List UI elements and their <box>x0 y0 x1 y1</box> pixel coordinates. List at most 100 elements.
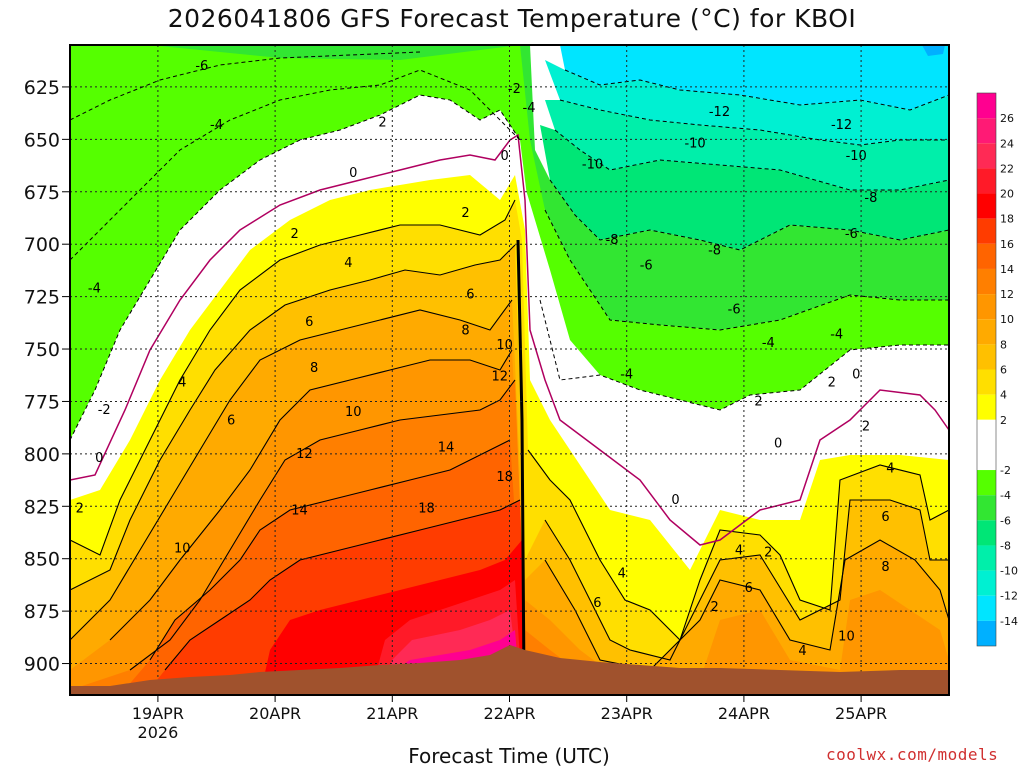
contour-label-12: 6 <box>305 315 313 330</box>
contour-label-44: 0 <box>774 436 782 451</box>
contour-label-22: 8 <box>461 323 469 338</box>
contour-label-10: 2 <box>290 227 298 242</box>
contour-label-39: -6 <box>728 302 741 317</box>
contour-label-25: 18 <box>496 470 513 485</box>
contour-label-14: 10 <box>345 405 362 420</box>
colorbar-label-7: 12 <box>1000 288 1014 301</box>
contour-label-54: 2 <box>764 546 772 561</box>
colorbar-label-13: -2 <box>1000 464 1011 477</box>
contour-label-4: -4 <box>88 281 101 296</box>
contour-label-40: -4 <box>762 336 775 351</box>
colorbar-swatch-4 <box>977 193 996 219</box>
source-credit: coolwx.com/models <box>826 745 999 764</box>
contour-label-21: 6 <box>466 288 474 303</box>
contour-label-32: -10 <box>846 149 867 164</box>
colorbar-swatch-18 <box>977 570 996 596</box>
contour-label-1: -4 <box>210 118 223 133</box>
x-tick-label-0: 19APR <box>132 704 184 723</box>
y-tick-label-750: 750 <box>24 339 60 361</box>
colorbar-label-18: -12 <box>1000 590 1018 603</box>
contour-label-24: 12 <box>491 369 508 384</box>
contour-label-31: -10 <box>684 137 705 152</box>
contour-label-41: -4 <box>830 327 843 342</box>
contour-label-46: 2 <box>828 376 836 391</box>
contour-label-52: 10 <box>838 629 855 644</box>
colorbar-swatch-7 <box>977 268 996 295</box>
contour-label-5: -2 <box>98 403 111 418</box>
field-band-minus4 <box>70 45 949 440</box>
colorbar-swatch-3 <box>977 168 996 194</box>
contour-label-36: -8 <box>708 244 721 259</box>
colorbar-label-6: 14 <box>1000 263 1014 276</box>
contour-label-28: -4 <box>523 101 536 116</box>
contour-label-30: -12 <box>831 118 852 133</box>
colorbar-label-11: 4 <box>1000 389 1007 402</box>
contour-label-47: 0 <box>852 367 860 382</box>
colorbar-swatch-14 <box>977 470 996 496</box>
y-tick-label-825: 825 <box>24 496 60 518</box>
colorbar-swatch-16 <box>977 520 996 546</box>
colorbar-label-5: 16 <box>1000 238 1014 251</box>
contour-label-8: 4 <box>178 376 186 391</box>
colorbar-swatch-1 <box>977 118 996 144</box>
contour-label-49: 4 <box>886 462 894 477</box>
contour-label-43: 2 <box>754 395 762 410</box>
colorbar-swatch-15 <box>977 495 996 521</box>
y-tick-label-900: 900 <box>24 654 60 676</box>
contour-label-15: 12 <box>296 447 313 462</box>
contour-label-55: 4 <box>735 543 743 558</box>
y-tick-label-675: 675 <box>24 182 60 204</box>
contour-label-37: -6 <box>640 258 653 273</box>
colorbar-swatch-9 <box>977 319 996 345</box>
colorbar-swatch-2 <box>977 143 996 169</box>
x-tick-sublabel-0: 2026 <box>138 723 179 742</box>
field-band-minus14 <box>560 45 949 110</box>
contour-label-38: -6 <box>845 227 858 242</box>
contour-label-57: 2 <box>710 600 718 615</box>
colorbar-label-2: 22 <box>1000 162 1014 175</box>
colorbar-swatch-6 <box>977 243 996 269</box>
y-tick-label-775: 775 <box>24 391 60 413</box>
colorbar-swatch-17 <box>977 545 996 571</box>
contour-label-9: 6 <box>227 413 235 428</box>
field-band-minus8 <box>540 125 949 250</box>
y-tick-label-850: 850 <box>24 549 60 571</box>
colorbar-label-17: -10 <box>1000 565 1018 578</box>
colorbar-label-1: 24 <box>1000 137 1014 150</box>
contour-label-16: 14 <box>291 504 308 519</box>
contour-label-26: 0 <box>500 149 508 164</box>
field-band-minus2-to-2 <box>70 95 949 570</box>
field-band-minus16 <box>922 45 945 56</box>
colorbar-swatch-20 <box>977 620 996 646</box>
colorbar-label-0: 26 <box>1000 112 1014 125</box>
colorbar-frame <box>976 92 997 647</box>
contour-label-23: 10 <box>496 338 513 353</box>
contour-label-42: -4 <box>620 367 633 382</box>
contour-label-34: -8 <box>864 191 877 206</box>
contour-label-58: 4 <box>618 566 626 581</box>
y-tick-label-800: 800 <box>24 444 60 466</box>
colorbar-swatch-13 <box>977 419 996 471</box>
contour-label-29: -12 <box>709 105 730 120</box>
contour-label-17: 10 <box>174 541 191 556</box>
contour-label-13: 8 <box>310 361 318 376</box>
field-band-minus6 <box>70 45 949 330</box>
colorbar-swatch-5 <box>977 218 996 244</box>
colorbar-swatch-8 <box>977 294 996 320</box>
dashed-contours <box>70 51 949 441</box>
contour-label-6: 0 <box>95 451 103 466</box>
colorbar-label-12: 2 <box>1000 414 1007 427</box>
colorbar-label-9: 8 <box>1000 338 1007 351</box>
contour-label-56: 6 <box>745 581 753 596</box>
contour-label-0: -6 <box>195 59 208 74</box>
x-tick-label-1: 20APR <box>249 704 301 723</box>
colorbar-swatch-10 <box>977 344 996 370</box>
chart-title: 2026041806 GFS Forecast Temperature (°C)… <box>167 4 857 33</box>
contour-label-2: 2 <box>378 116 386 131</box>
contour-label-35: -8 <box>606 233 619 248</box>
x-tick-label-6: 25APR <box>835 704 887 723</box>
contour-label-20: 2 <box>461 206 469 221</box>
y-tick-label-875: 875 <box>24 601 60 623</box>
field-band-minus10 <box>545 100 949 190</box>
